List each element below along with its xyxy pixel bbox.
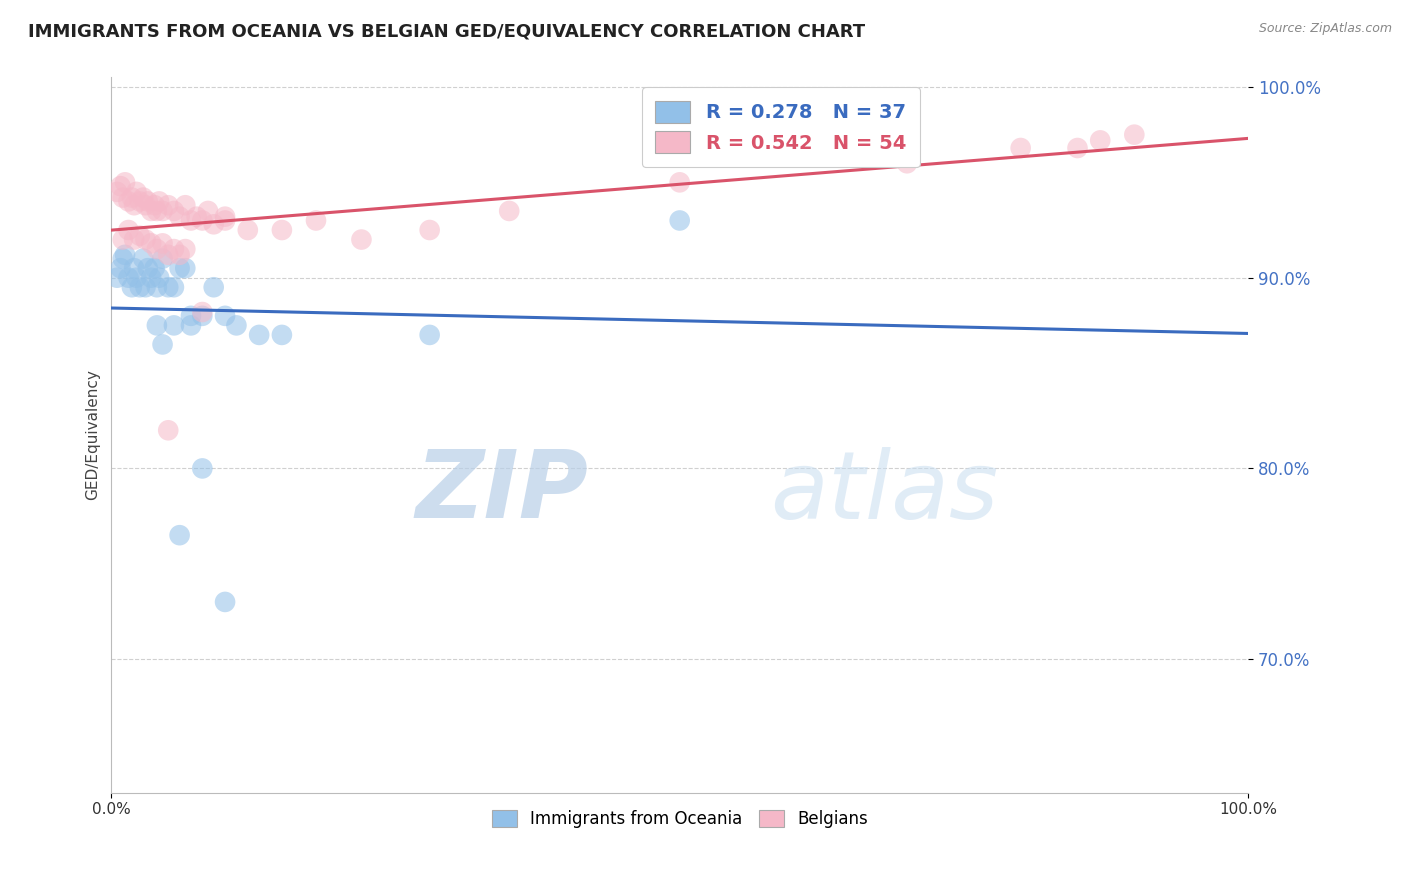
Point xyxy=(191,305,214,319)
Point xyxy=(128,228,150,243)
Text: ZIP: ZIP xyxy=(416,446,589,538)
Point xyxy=(305,213,328,227)
Point xyxy=(121,280,143,294)
Point xyxy=(236,223,259,237)
Point xyxy=(270,327,292,342)
Point xyxy=(141,270,163,285)
Point xyxy=(202,217,225,231)
Point xyxy=(174,242,197,256)
Point xyxy=(152,337,174,351)
Point xyxy=(668,213,690,227)
Point xyxy=(498,203,520,218)
Point xyxy=(169,528,191,542)
Point xyxy=(163,318,186,333)
Legend: Immigrants from Oceania, Belgians: Immigrants from Oceania, Belgians xyxy=(485,803,875,834)
Point xyxy=(214,595,236,609)
Point xyxy=(122,261,145,276)
Point xyxy=(117,223,139,237)
Point xyxy=(169,261,191,276)
Point xyxy=(111,252,134,266)
Point xyxy=(148,194,170,209)
Point xyxy=(174,198,197,212)
Point xyxy=(157,198,180,212)
Point xyxy=(136,261,159,276)
Point xyxy=(1066,141,1088,155)
Point xyxy=(191,213,214,227)
Point xyxy=(157,248,180,262)
Point xyxy=(180,213,202,227)
Point xyxy=(141,236,163,251)
Point xyxy=(117,270,139,285)
Point xyxy=(186,210,208,224)
Point xyxy=(191,461,214,475)
Point xyxy=(134,233,156,247)
Point xyxy=(1010,141,1032,155)
Point xyxy=(152,252,174,266)
Point xyxy=(134,198,156,212)
Point xyxy=(152,203,174,218)
Point xyxy=(128,194,150,209)
Point xyxy=(270,223,292,237)
Point xyxy=(128,280,150,294)
Point xyxy=(247,327,270,342)
Point xyxy=(117,194,139,209)
Point xyxy=(225,318,247,333)
Point xyxy=(157,423,180,437)
Point xyxy=(146,242,169,256)
Point xyxy=(169,210,191,224)
Point xyxy=(214,213,236,227)
Point xyxy=(157,280,180,294)
Point xyxy=(197,203,219,218)
Point xyxy=(146,280,169,294)
Point xyxy=(136,194,159,209)
Point xyxy=(180,309,202,323)
Point xyxy=(163,242,186,256)
Point xyxy=(191,309,214,323)
Point xyxy=(163,280,186,294)
Point xyxy=(1090,133,1112,147)
Point xyxy=(668,175,690,189)
Point xyxy=(180,318,202,333)
Point xyxy=(114,248,136,262)
Point xyxy=(896,156,918,170)
Point xyxy=(132,191,155,205)
Point xyxy=(110,179,132,194)
Point xyxy=(105,270,128,285)
Point xyxy=(141,203,163,218)
Point xyxy=(146,318,169,333)
Point xyxy=(1123,128,1146,142)
Text: Source: ZipAtlas.com: Source: ZipAtlas.com xyxy=(1258,22,1392,36)
Point xyxy=(122,198,145,212)
Point xyxy=(111,191,134,205)
Point xyxy=(125,185,148,199)
Point xyxy=(125,270,148,285)
Point xyxy=(146,203,169,218)
Point xyxy=(419,327,441,342)
Point xyxy=(419,223,441,237)
Point xyxy=(143,198,166,212)
Y-axis label: GED/Equivalency: GED/Equivalency xyxy=(86,369,100,500)
Text: atlas: atlas xyxy=(770,447,998,538)
Point xyxy=(122,233,145,247)
Point xyxy=(350,233,373,247)
Point xyxy=(121,191,143,205)
Point xyxy=(169,248,191,262)
Point xyxy=(143,261,166,276)
Point xyxy=(214,210,236,224)
Point xyxy=(111,233,134,247)
Text: IMMIGRANTS FROM OCEANIA VS BELGIAN GED/EQUIVALENCY CORRELATION CHART: IMMIGRANTS FROM OCEANIA VS BELGIAN GED/E… xyxy=(28,22,865,40)
Point xyxy=(114,175,136,189)
Point xyxy=(163,203,186,218)
Point xyxy=(132,252,155,266)
Point xyxy=(152,236,174,251)
Point xyxy=(214,309,236,323)
Point xyxy=(148,270,170,285)
Point xyxy=(174,261,197,276)
Point xyxy=(202,280,225,294)
Point xyxy=(105,185,128,199)
Point xyxy=(110,261,132,276)
Point xyxy=(134,280,156,294)
